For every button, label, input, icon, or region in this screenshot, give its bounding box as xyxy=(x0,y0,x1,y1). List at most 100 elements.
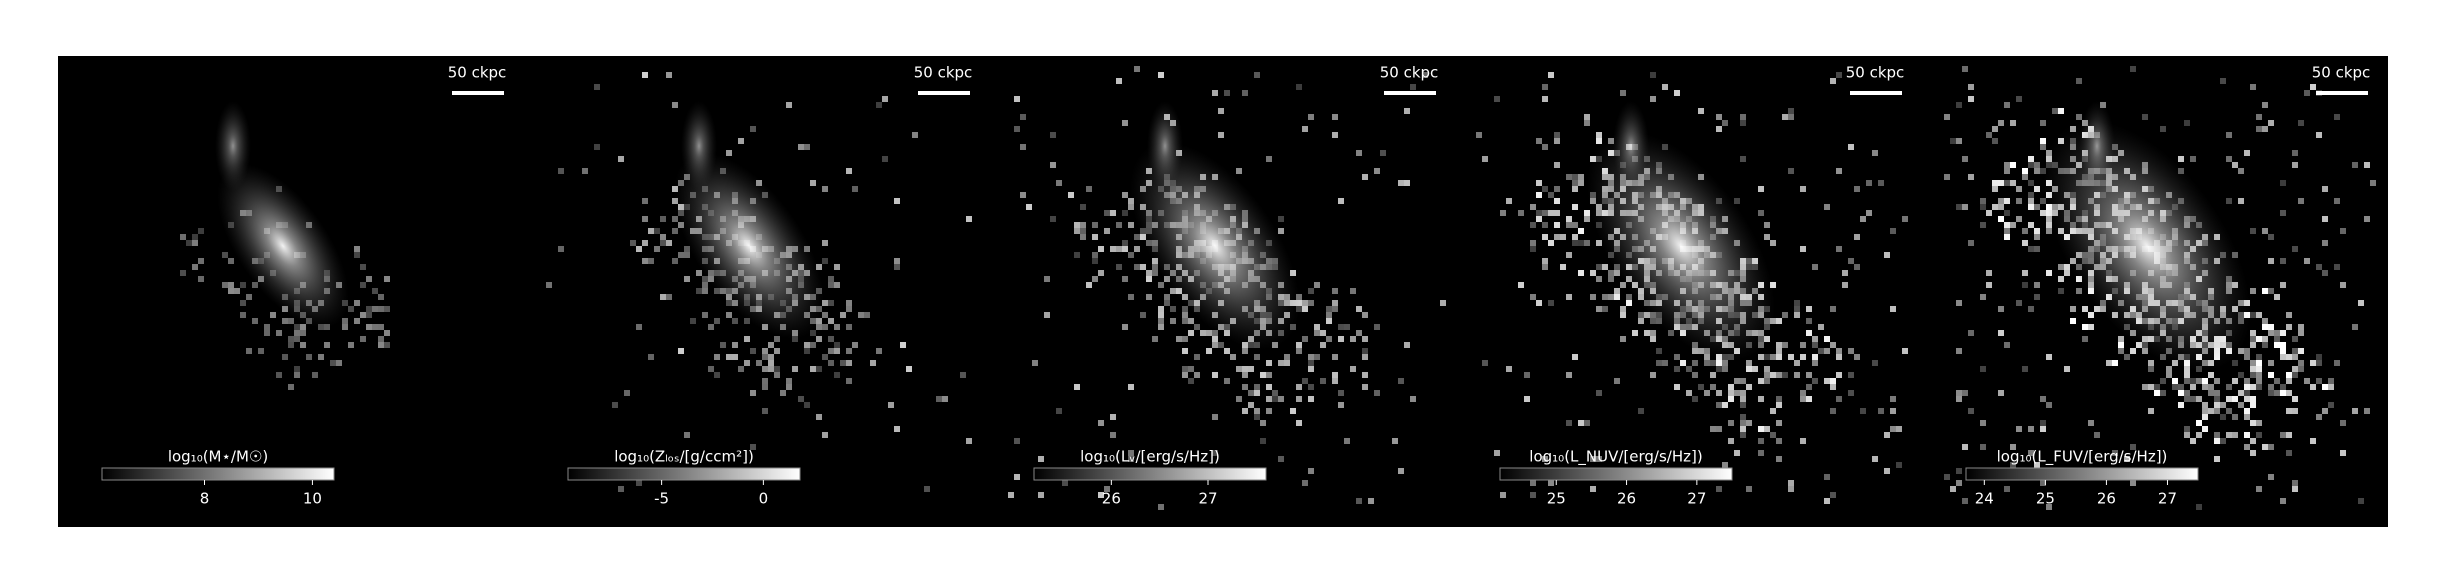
pixel xyxy=(1332,114,1338,120)
pixel xyxy=(2226,198,2232,204)
pixel xyxy=(2040,120,2046,126)
pixel xyxy=(1824,336,1830,342)
pixel xyxy=(1878,180,1884,186)
pixel xyxy=(2010,162,2016,168)
pixel xyxy=(822,186,828,192)
pixel xyxy=(2028,180,2034,186)
colorbar-tick-label: 26 xyxy=(2097,490,2116,508)
pixel xyxy=(1638,312,1644,318)
pixel xyxy=(228,288,234,294)
pixel xyxy=(2016,216,2022,222)
pixel xyxy=(1584,120,1590,126)
pixel xyxy=(1662,360,1668,366)
pixel xyxy=(2322,240,2328,246)
pixel xyxy=(1122,276,1128,282)
pixel xyxy=(2244,414,2250,420)
pixel xyxy=(252,318,258,324)
pixel xyxy=(1944,174,1950,180)
pixel xyxy=(1596,306,1602,312)
pixel xyxy=(1566,420,1572,426)
pixel xyxy=(1164,294,1170,300)
pixel xyxy=(1080,228,1086,234)
colorbar-tick-label: 27 xyxy=(1198,490,1217,508)
pixel xyxy=(822,240,828,246)
pixel xyxy=(1962,498,1968,504)
pixel xyxy=(1632,330,1638,336)
pixel xyxy=(828,300,834,306)
pixel xyxy=(702,312,708,318)
pixel xyxy=(2268,234,2274,240)
pixel xyxy=(1302,300,1308,306)
pixel xyxy=(342,318,348,324)
pixel xyxy=(1806,396,1812,402)
pixel xyxy=(858,312,864,318)
pixel xyxy=(558,246,564,252)
pixel xyxy=(2268,444,2274,450)
pixel xyxy=(1338,390,1344,396)
pixel xyxy=(258,348,264,354)
pixel xyxy=(1068,192,1074,198)
pixel xyxy=(1152,336,1158,342)
pixel xyxy=(378,306,384,312)
pixel xyxy=(2250,342,2256,348)
pixel xyxy=(1014,96,1020,102)
pixel xyxy=(1242,408,1248,414)
pixel xyxy=(1614,288,1620,294)
pixel xyxy=(2310,360,2316,366)
colorbar-tick-label: 27 xyxy=(2158,490,2177,508)
pixel xyxy=(810,366,816,372)
pixel xyxy=(2202,414,2208,420)
pixel xyxy=(2214,396,2220,402)
pixel xyxy=(2142,384,2148,390)
pixel xyxy=(1578,180,1584,186)
pixel xyxy=(1242,90,1248,96)
pixel xyxy=(1980,294,1986,300)
pixel xyxy=(2334,198,2340,204)
pixel xyxy=(1716,426,1722,432)
pixel xyxy=(2328,378,2334,384)
pixel xyxy=(1146,276,1152,282)
pixel xyxy=(2124,456,2130,462)
pixel xyxy=(2250,366,2256,372)
pixel xyxy=(2238,372,2244,378)
pixel xyxy=(1014,474,1020,480)
pixel xyxy=(1212,336,1218,342)
pixel xyxy=(2250,438,2256,444)
pixel xyxy=(906,366,912,372)
pixel xyxy=(1794,300,1800,306)
pixel xyxy=(1326,306,1332,312)
pixel xyxy=(678,252,684,258)
pixel xyxy=(1542,84,1548,90)
pixel xyxy=(1584,420,1590,426)
pixel xyxy=(2292,372,2298,378)
pixel xyxy=(1248,402,1254,408)
pixel xyxy=(1686,366,1692,372)
pixel xyxy=(1410,84,1416,90)
pixel xyxy=(732,318,738,324)
pixel xyxy=(2334,114,2340,120)
pixel xyxy=(1356,330,1362,336)
pixel xyxy=(1110,414,1116,420)
pixel xyxy=(1698,108,1704,114)
pixel xyxy=(846,300,852,306)
pixel xyxy=(2028,426,2034,432)
pixel xyxy=(2046,402,2052,408)
pixel xyxy=(1578,240,1584,246)
pixel xyxy=(1158,72,1164,78)
pixel xyxy=(1794,372,1800,378)
pixel xyxy=(2340,228,2346,234)
pixel xyxy=(684,252,690,258)
pixel xyxy=(2262,318,2268,324)
pixel xyxy=(1536,192,1542,198)
pixel xyxy=(1710,426,1716,432)
pixel xyxy=(768,354,774,360)
colorbar xyxy=(1965,467,2199,481)
pixel xyxy=(1326,312,1332,318)
pixel xyxy=(336,360,342,366)
pixel xyxy=(1716,126,1722,132)
pixel xyxy=(2262,324,2268,330)
pixel xyxy=(2070,318,2076,324)
pixel xyxy=(1014,126,1020,132)
pixel xyxy=(2316,132,2322,138)
pixel xyxy=(180,270,186,276)
